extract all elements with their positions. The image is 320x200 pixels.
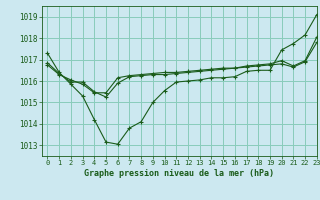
X-axis label: Graphe pression niveau de la mer (hPa): Graphe pression niveau de la mer (hPa) <box>84 169 274 178</box>
